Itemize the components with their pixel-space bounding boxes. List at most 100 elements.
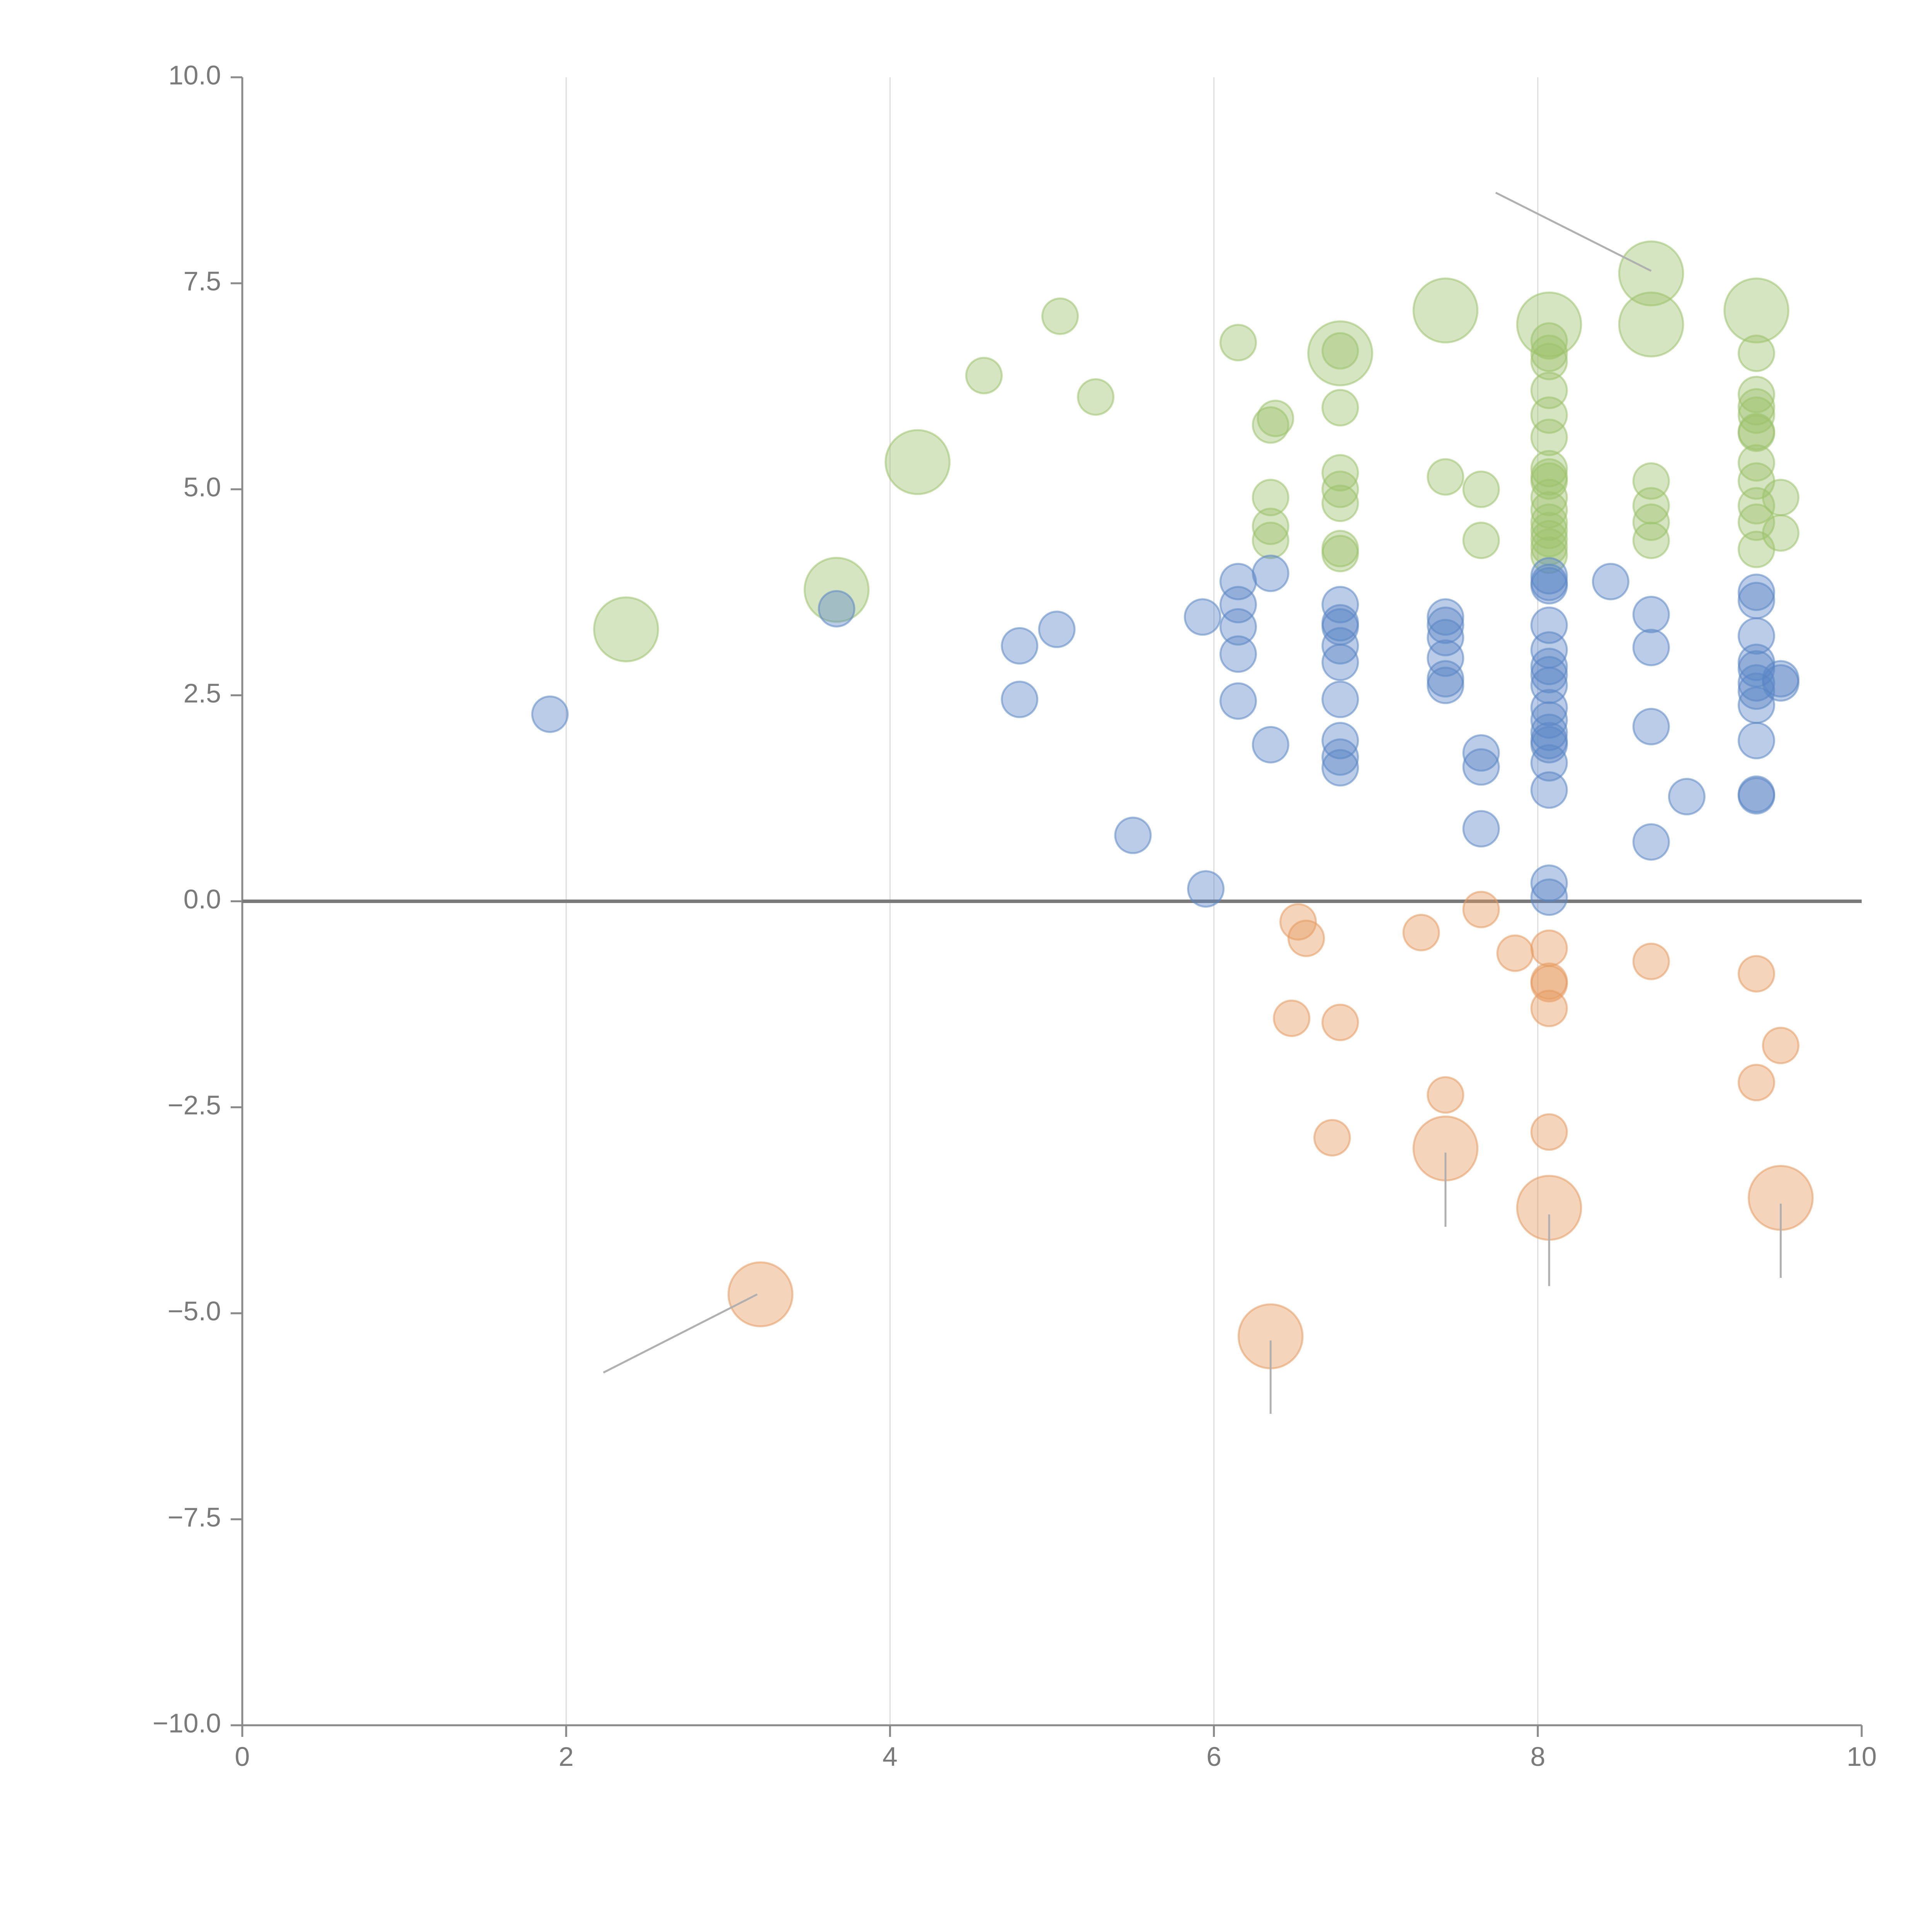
point-green — [1252, 507, 1289, 545]
point-green — [1530, 396, 1568, 434]
point-green — [1041, 297, 1079, 335]
leader-line — [1495, 192, 1652, 272]
point-green — [1321, 535, 1359, 573]
point-blue — [1321, 749, 1359, 787]
point-blue — [1668, 778, 1706, 816]
point-green — [1618, 240, 1684, 306]
point-blue — [1738, 617, 1776, 655]
point-blue — [818, 590, 855, 628]
point-blue — [1001, 680, 1039, 718]
y-tick-label: −2.5 — [168, 1090, 221, 1120]
leader-line — [603, 1293, 758, 1374]
point-green — [1252, 406, 1289, 444]
point-green — [1516, 291, 1582, 358]
point-blue — [1462, 734, 1500, 772]
x-tick-label: 4 — [883, 1742, 898, 1772]
point-blue — [1187, 870, 1225, 908]
point-blue — [1219, 586, 1257, 624]
point-blue — [1321, 738, 1359, 776]
point-orange — [1287, 919, 1325, 957]
point-blue — [1738, 582, 1776, 619]
point-blue — [1530, 878, 1568, 916]
point-blue — [1738, 722, 1776, 760]
point-blue — [1632, 595, 1670, 633]
point-orange — [1402, 914, 1440, 952]
point-blue — [1530, 713, 1568, 751]
point-green — [803, 557, 870, 623]
y-tick-label: 0.0 — [184, 884, 221, 914]
point-green — [1530, 462, 1568, 500]
point-orange — [1762, 1027, 1799, 1065]
point-green — [1219, 324, 1257, 362]
x-tick-label: 8 — [1530, 1742, 1545, 1772]
point-green — [1738, 487, 1776, 525]
point-orange — [1530, 1113, 1568, 1151]
point-green — [1738, 503, 1776, 541]
point-green — [1307, 320, 1373, 386]
point-green — [1412, 277, 1479, 344]
point-green — [1762, 479, 1799, 517]
point-blue — [1762, 664, 1799, 702]
point-blue — [1321, 627, 1359, 665]
y-tick-label: 2.5 — [184, 678, 221, 708]
point-blue — [1321, 643, 1359, 681]
point-blue — [1592, 563, 1629, 600]
y-tick-label: 7.5 — [184, 266, 221, 296]
point-blue — [1427, 606, 1464, 644]
point-green — [1077, 378, 1115, 416]
point-blue — [531, 695, 569, 733]
leader-lines — [603, 192, 1782, 1414]
point-blue — [1462, 810, 1500, 848]
point-orange — [727, 1261, 794, 1328]
point-green — [1530, 334, 1568, 372]
point-green — [1530, 520, 1568, 558]
x-tick-label: 10 — [1847, 1742, 1877, 1772]
point-blue — [1632, 629, 1670, 667]
point-blue — [1530, 656, 1568, 694]
point-blue — [1632, 823, 1670, 861]
point-blue — [1219, 563, 1257, 600]
axes: 10.0 7.5 5.0 2.5 0.0 −2.5 −5.0 −7.5 −10.0 0 2 4 6 8 10 — [153, 60, 1877, 1772]
point-orange — [1738, 955, 1776, 993]
point-green — [1618, 291, 1684, 358]
point-green — [1462, 470, 1500, 508]
point-orange — [1496, 934, 1534, 972]
point-blue — [1321, 722, 1359, 760]
point-orange — [1427, 1076, 1464, 1114]
point-green — [1252, 479, 1289, 517]
point-green — [1321, 389, 1359, 427]
y-tick-label: 5.0 — [184, 472, 221, 502]
point-blue — [1427, 639, 1464, 677]
point-green — [1321, 470, 1359, 508]
point-green — [884, 429, 951, 495]
point-green — [1762, 514, 1799, 552]
y-tick-label: −7.5 — [168, 1502, 221, 1532]
point-orange — [1632, 942, 1670, 980]
x-tick-label: 2 — [559, 1742, 574, 1772]
point-blue — [1219, 635, 1257, 673]
point-green — [1530, 418, 1568, 456]
point-green — [1530, 491, 1568, 529]
point-green — [1530, 450, 1568, 488]
point-green — [1321, 332, 1359, 370]
y-tick-label: −5.0 — [168, 1296, 221, 1326]
point-blue — [1321, 680, 1359, 718]
point-orange — [1462, 891, 1500, 929]
point-blue — [1738, 777, 1776, 815]
point-blue — [1427, 598, 1464, 636]
point-orange — [1530, 990, 1568, 1027]
point-orange — [1313, 1119, 1351, 1157]
point-green — [1738, 414, 1776, 452]
point-green — [1257, 400, 1294, 437]
point-blue — [1738, 573, 1776, 611]
point-blue — [1530, 648, 1568, 685]
point-blue — [1114, 816, 1152, 854]
point-green — [1738, 334, 1776, 372]
point-blue — [1530, 567, 1568, 605]
point-orange — [1273, 999, 1311, 1037]
point-blue — [1252, 554, 1289, 592]
point-green — [1738, 376, 1776, 413]
point-green — [1321, 485, 1359, 522]
point-green — [1530, 322, 1568, 360]
